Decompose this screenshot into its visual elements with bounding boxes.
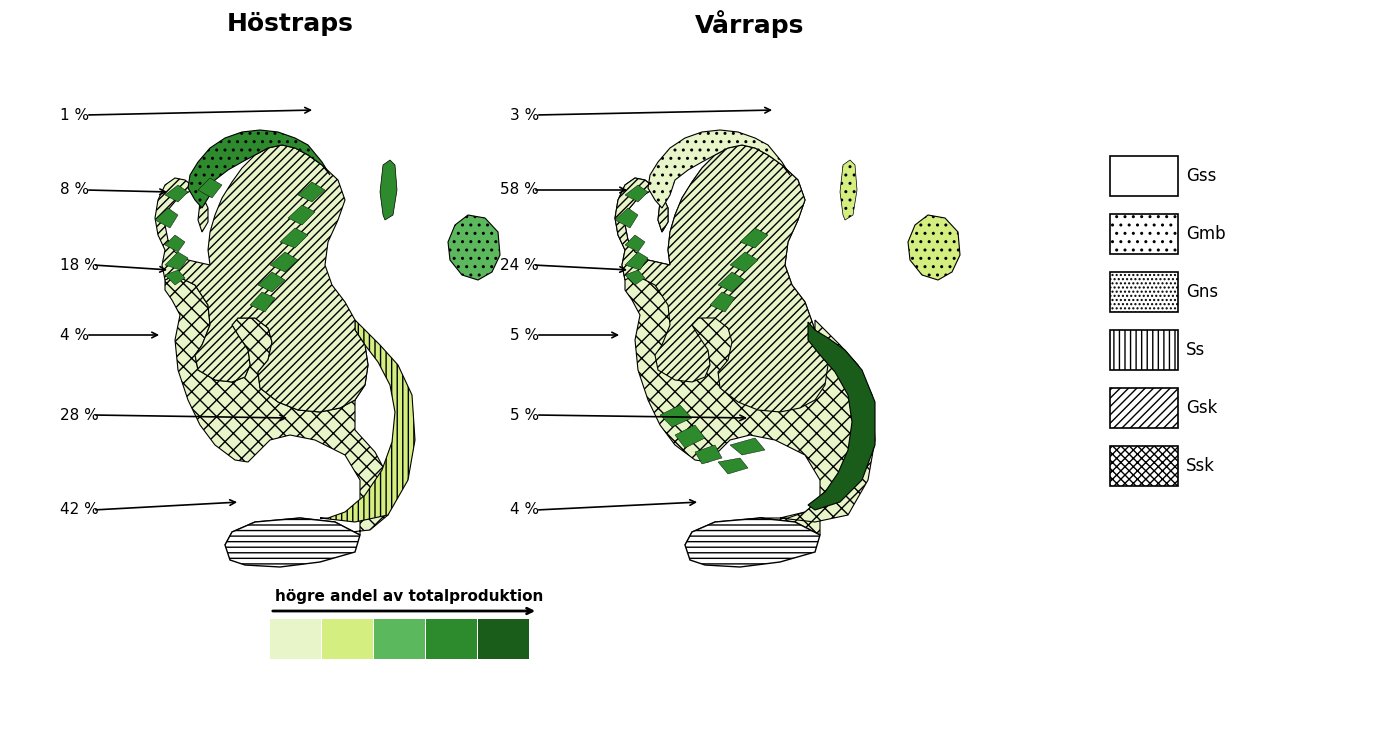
Text: 4 %: 4 % — [511, 503, 540, 517]
Polygon shape — [380, 160, 397, 220]
Polygon shape — [250, 292, 275, 312]
Text: 1 %: 1 % — [59, 107, 90, 123]
Polygon shape — [270, 252, 298, 272]
Bar — [270, 619, 322, 659]
Text: Vårraps: Vårraps — [696, 10, 805, 38]
Polygon shape — [625, 270, 644, 285]
Text: 5 %: 5 % — [511, 407, 540, 423]
Text: 42 %: 42 % — [59, 503, 99, 517]
Text: 18 %: 18 % — [59, 258, 99, 272]
Text: Gss: Gss — [1185, 167, 1216, 185]
Polygon shape — [625, 235, 644, 252]
Polygon shape — [908, 215, 960, 280]
Polygon shape — [684, 518, 820, 567]
Polygon shape — [615, 145, 828, 412]
Polygon shape — [840, 160, 857, 220]
Text: Gsk: Gsk — [1185, 399, 1217, 417]
Polygon shape — [730, 438, 765, 455]
Polygon shape — [166, 185, 188, 202]
Polygon shape — [730, 252, 758, 272]
Polygon shape — [225, 518, 360, 567]
Text: Gmb: Gmb — [1185, 225, 1225, 243]
Polygon shape — [288, 205, 315, 225]
Polygon shape — [660, 405, 691, 427]
Text: Ss: Ss — [1185, 341, 1205, 359]
Text: 58 %: 58 % — [500, 183, 538, 197]
Text: 24 %: 24 % — [500, 258, 538, 272]
Bar — [1110, 272, 1179, 312]
Polygon shape — [166, 275, 391, 545]
Polygon shape — [625, 185, 649, 202]
Polygon shape — [166, 235, 185, 252]
Text: högre andel av totalproduktion: högre andel av totalproduktion — [275, 589, 544, 605]
Polygon shape — [280, 228, 308, 248]
Polygon shape — [298, 182, 326, 202]
Text: 28 %: 28 % — [59, 407, 99, 423]
Polygon shape — [188, 130, 330, 208]
Bar — [1110, 388, 1179, 428]
Polygon shape — [166, 270, 185, 285]
Polygon shape — [809, 322, 875, 510]
Polygon shape — [258, 272, 286, 292]
Polygon shape — [155, 145, 368, 412]
Text: 4 %: 4 % — [59, 327, 90, 343]
Bar — [374, 619, 425, 659]
Polygon shape — [675, 425, 705, 448]
Bar — [426, 619, 477, 659]
Polygon shape — [615, 208, 638, 228]
Polygon shape — [197, 178, 222, 198]
Polygon shape — [155, 208, 178, 228]
Polygon shape — [696, 445, 722, 464]
Bar — [322, 619, 373, 659]
Polygon shape — [780, 320, 875, 522]
Polygon shape — [166, 252, 188, 270]
Bar — [1110, 446, 1179, 486]
Bar — [1110, 156, 1179, 196]
Bar — [1110, 214, 1179, 254]
Polygon shape — [649, 130, 789, 208]
Text: Höstraps: Höstraps — [226, 12, 353, 36]
Polygon shape — [615, 145, 856, 545]
Polygon shape — [740, 228, 769, 248]
Polygon shape — [448, 215, 500, 280]
Bar — [1110, 330, 1179, 370]
Polygon shape — [718, 458, 748, 474]
Polygon shape — [320, 320, 415, 522]
Polygon shape — [709, 292, 736, 312]
Text: 3 %: 3 % — [511, 107, 540, 123]
Text: 8 %: 8 % — [59, 183, 90, 197]
Text: Gns: Gns — [1185, 283, 1219, 301]
Text: 5 %: 5 % — [511, 327, 540, 343]
Polygon shape — [718, 272, 745, 292]
Text: Ssk: Ssk — [1185, 457, 1214, 475]
Polygon shape — [625, 252, 649, 270]
Bar — [477, 619, 529, 659]
